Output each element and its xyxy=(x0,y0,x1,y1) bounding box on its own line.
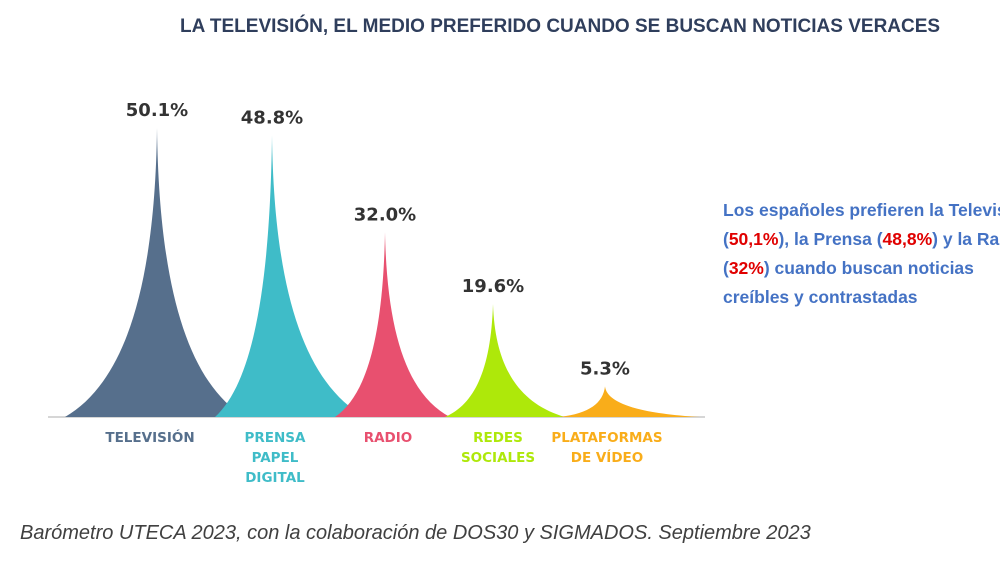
data-label: 19.6% xyxy=(462,276,524,297)
note-line: (50,1%), la Prensa (48,8%) y la Radio xyxy=(723,229,1000,249)
category-label: PLATAFORMAS xyxy=(551,430,662,446)
peak-mark xyxy=(215,135,365,417)
note-line: (32%) cuando buscan noticias xyxy=(723,258,974,278)
data-label: 32.0% xyxy=(354,204,416,225)
peak-mark xyxy=(335,232,450,417)
category-label: PRENSA xyxy=(245,430,307,446)
peak-mark xyxy=(65,128,245,417)
category-label: PAPEL xyxy=(252,450,299,466)
note-line: Los españoles prefieren la Televisión xyxy=(723,200,1000,220)
data-label: 5.3% xyxy=(580,358,630,379)
peak-mark xyxy=(445,303,565,417)
category-label: TELEVISIÓN xyxy=(105,428,194,446)
category-label: REDES xyxy=(473,430,523,446)
data-label: 50.1% xyxy=(126,100,188,121)
category-label: DE VÍDEO xyxy=(571,449,644,466)
source-caption: Barómetro UTECA 2023, con la colaboració… xyxy=(20,522,811,544)
category-label: SOCIALES xyxy=(461,450,535,466)
note-line: creíbles y contrastadas xyxy=(723,287,918,307)
category-label: DIGITAL xyxy=(245,470,305,486)
category-label: RADIO xyxy=(364,430,413,446)
data-label: 48.8% xyxy=(241,107,303,128)
peak-mark xyxy=(560,386,700,417)
summary-note: Los españoles prefieren la Televisión (5… xyxy=(723,196,1000,312)
chart-title: LA TELEVISIÓN, EL MEDIO PREFERIDO CUANDO… xyxy=(180,16,941,37)
